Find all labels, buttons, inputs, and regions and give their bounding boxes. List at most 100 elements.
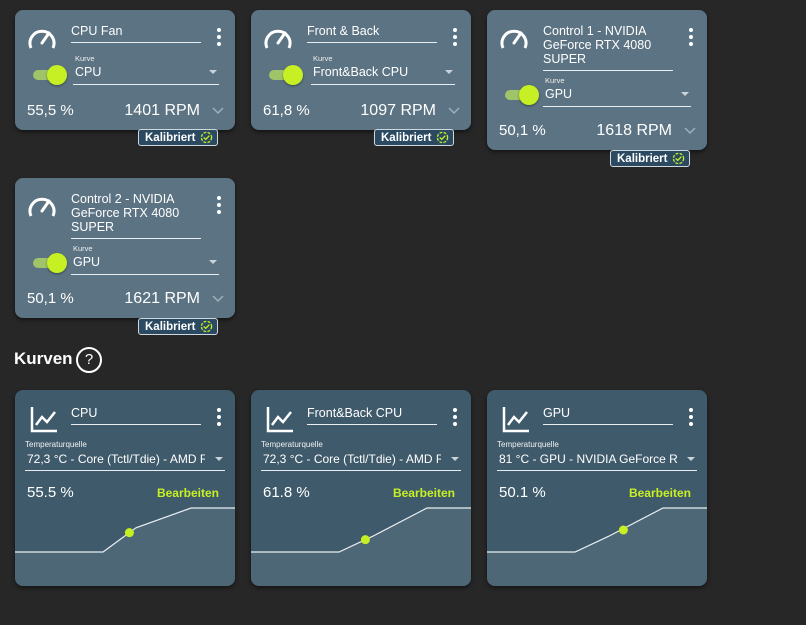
curve-card-cpu[interactable]: CPU Temperaturquelle 72,3 °C - Core (Tct… [15, 390, 235, 586]
fan-rpm: 1618 RPM [596, 122, 672, 139]
curve-preview-graph [251, 507, 471, 586]
curve-area [251, 508, 471, 586]
curve-percent: 55.5 % [27, 484, 74, 501]
curve-select-label: Kurve [545, 76, 565, 85]
control-name[interactable]: CPU Fan [71, 24, 201, 43]
speedometer-icon [28, 197, 56, 217]
current-point-marker [360, 535, 370, 545]
dropdown-arrow-icon [451, 457, 459, 461]
check-circle-icon [672, 152, 684, 165]
control-enabled-toggle[interactable] [31, 64, 67, 86]
edit-button[interactable]: Bearbeiten [628, 486, 691, 500]
curve-select-label: Kurve [313, 54, 333, 63]
control-percent: 50,1 % [27, 290, 74, 307]
dropdown-arrow-icon [215, 457, 223, 461]
line-chart-icon [30, 407, 57, 433]
line-chart-icon [266, 407, 293, 433]
control-enabled-toggle[interactable] [31, 252, 67, 274]
more-options-icon[interactable] [453, 408, 457, 429]
curve-select-value: GPU [545, 87, 573, 101]
control-name[interactable]: Front & Back [307, 24, 437, 43]
curve-select-value: GPU [73, 255, 101, 269]
control-percent: 55,5 % [27, 102, 74, 119]
dropdown-arrow-icon [445, 70, 453, 74]
curve-card-front-back-cpu[interactable]: Front&Back CPU Temperaturquelle 72,3 °C … [251, 390, 471, 586]
curve-percent: 50.1 % [499, 484, 546, 501]
more-options-icon[interactable] [217, 196, 221, 217]
curve-area [15, 508, 235, 586]
temperature-source-label: Temperaturquelle [261, 440, 323, 449]
dropdown-arrow-icon [687, 457, 695, 461]
curve-select-value: CPU [75, 65, 102, 79]
temperature-source-select[interactable]: Temperaturquelle 81 °C - GPU - NVIDIA Ge… [497, 440, 697, 471]
control-name[interactable]: Control 1 - NVIDIA GeForce RTX 4080 SUPER [543, 24, 673, 71]
curve-select-value: Front&Back CPU [313, 65, 409, 79]
calibrated-badge: Kalibriert [138, 129, 218, 146]
fan-control-card-control-2: Control 2 - NVIDIA GeForce RTX 4080 SUPER … [15, 178, 235, 318]
control-percent: 61,8 % [263, 102, 310, 119]
calibrated-badge: Kalibriert [610, 150, 690, 167]
line-chart-icon [502, 407, 529, 433]
fan-rpm: 1621 RPM [124, 290, 200, 307]
temperature-source-value: 72,3 °C - Core (Tctl/Tdie) - AMD R [263, 452, 441, 466]
speedometer-icon [28, 29, 56, 49]
dropdown-arrow-icon [209, 70, 217, 74]
chevron-down-icon[interactable] [448, 107, 460, 115]
curve-select[interactable]: Kurve Front&Back CPU [311, 54, 455, 85]
edit-button[interactable]: Bearbeiten [156, 486, 219, 500]
fan-control-card-control-1: Control 1 - NVIDIA GeForce RTX 4080 SUPER … [487, 10, 707, 150]
calibrated-badge: Kalibriert [138, 318, 218, 335]
curve-line [487, 507, 707, 553]
check-circle-icon [200, 131, 212, 144]
fan-control-card-cpu-fan: CPU Fan Kurve CPU 55,5 % 1401 RPM [15, 10, 235, 130]
curve-select[interactable]: Kurve GPU [71, 244, 219, 275]
curve-name[interactable]: CPU [71, 406, 201, 425]
more-options-icon[interactable] [217, 408, 221, 429]
temperature-source-label: Temperaturquelle [25, 440, 87, 449]
curve-select[interactable]: Kurve CPU [73, 54, 219, 85]
edit-button[interactable]: Bearbeiten [392, 486, 455, 500]
curve-name[interactable]: GPU [543, 406, 673, 425]
control-enabled-toggle[interactable] [503, 84, 539, 106]
chevron-down-icon[interactable] [684, 127, 696, 135]
check-circle-icon [200, 320, 212, 333]
chevron-down-icon[interactable] [212, 107, 224, 115]
chevron-down-icon[interactable] [212, 295, 224, 303]
more-options-icon[interactable] [689, 408, 693, 429]
control-enabled-toggle[interactable] [267, 64, 303, 86]
temperature-source-value: 72,3 °C - Core (Tctl/Tdie) - AMD R [27, 452, 205, 466]
fan-rpm: 1097 RPM [360, 102, 436, 119]
curve-preview-graph [487, 507, 707, 586]
current-point-marker [618, 525, 628, 535]
fan-rpm: 1401 RPM [124, 102, 200, 119]
more-options-icon[interactable] [689, 28, 693, 49]
curve-name[interactable]: Front&Back CPU [307, 406, 437, 425]
check-circle-icon [436, 131, 448, 144]
curve-select[interactable]: Kurve GPU [543, 76, 691, 107]
temperature-source-select[interactable]: Temperaturquelle 72,3 °C - Core (Tctl/Td… [261, 440, 461, 471]
curve-line [15, 507, 235, 553]
calibrated-badge: Kalibriert [374, 129, 454, 146]
temperature-source-value: 81 °C - GPU - NVIDIA GeForce RTX [499, 452, 677, 466]
dropdown-arrow-icon [209, 260, 217, 264]
section-title-curves: Kurven [14, 349, 73, 368]
curve-preview-graph [15, 507, 235, 586]
fan-control-card-front-back: Front & Back Kurve Front&Back CPU 61,8 %… [251, 10, 471, 130]
curve-select-label: Kurve [75, 54, 95, 63]
control-name[interactable]: Control 2 - NVIDIA GeForce RTX 4080 SUPER [71, 192, 201, 239]
curve-select-label: Kurve [73, 244, 93, 253]
more-options-icon[interactable] [453, 28, 457, 49]
control-percent: 50,1 % [499, 122, 546, 139]
temperature-source-select[interactable]: Temperaturquelle 72,3 °C - Core (Tctl/Td… [25, 440, 225, 471]
help-icon[interactable]: ? [76, 347, 102, 373]
speedometer-icon [264, 29, 292, 49]
curve-area [487, 508, 707, 586]
dropdown-arrow-icon [681, 92, 689, 96]
more-options-icon[interactable] [217, 28, 221, 49]
curve-card-gpu[interactable]: GPU Temperaturquelle 81 °C - GPU - NVIDI… [487, 390, 707, 586]
speedometer-icon [500, 29, 528, 49]
curve-percent: 61.8 % [263, 484, 310, 501]
current-point-marker [124, 528, 134, 538]
curve-line [251, 507, 471, 553]
temperature-source-label: Temperaturquelle [497, 440, 559, 449]
